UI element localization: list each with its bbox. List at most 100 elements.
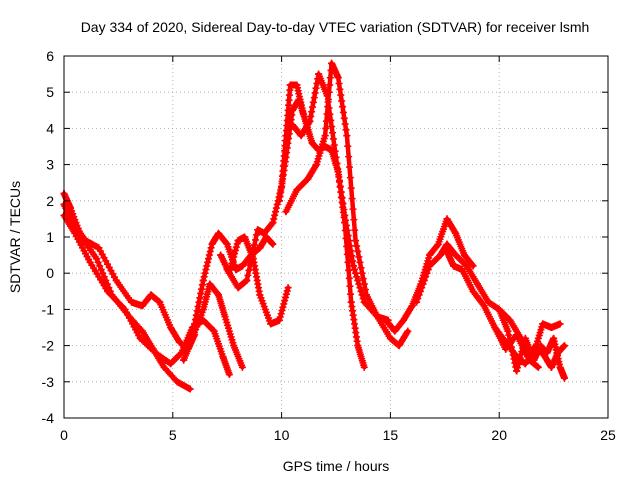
data-point — [443, 215, 451, 223]
data-point — [352, 237, 360, 245]
data-point — [360, 363, 368, 371]
data-point-marker — [308, 103, 316, 111]
data-point — [112, 276, 120, 284]
data-point-marker — [280, 300, 288, 308]
data-point — [513, 331, 521, 339]
y-tick-label: 5 — [46, 84, 54, 100]
series-track — [223, 81, 307, 292]
y-tick-label: 6 — [46, 48, 54, 64]
data-point — [386, 334, 394, 342]
data-point-marker — [312, 162, 320, 170]
data-point-marker — [345, 237, 353, 245]
data-point — [186, 385, 194, 393]
data-point-marker — [341, 120, 349, 128]
data-point — [504, 327, 512, 335]
data-point-marker — [339, 200, 347, 208]
data-point — [293, 81, 301, 89]
data-point — [199, 305, 207, 313]
data-point-marker — [233, 240, 241, 248]
data-point-marker — [343, 226, 351, 234]
data-point — [188, 334, 196, 342]
data-point-marker — [194, 303, 202, 311]
data-point-marker — [329, 135, 337, 143]
data-point-marker — [197, 289, 205, 297]
data-point — [234, 284, 242, 292]
data-point-marker — [423, 269, 431, 277]
y-tick-label: -3 — [42, 374, 55, 390]
y-axis-label: SDTVAR / TECUs — [7, 181, 23, 293]
data-point — [473, 280, 481, 288]
data-point — [550, 334, 558, 342]
data-point-marker — [327, 116, 335, 124]
data-point — [463, 262, 471, 270]
series-track — [60, 200, 199, 353]
data-point-marker — [201, 269, 209, 277]
data-point-marker — [207, 244, 215, 252]
data-point-marker — [312, 84, 320, 92]
data-point-marker — [205, 251, 213, 259]
data-point-marker — [515, 357, 523, 365]
y-tick-label: 4 — [46, 120, 54, 136]
data-point-marker — [229, 256, 237, 264]
data-point — [160, 363, 168, 371]
data-point — [167, 360, 175, 368]
data-point — [286, 81, 294, 89]
data-point-marker — [344, 258, 352, 266]
data-point-marker — [206, 247, 214, 255]
data-point — [395, 342, 403, 350]
data-point-marker — [249, 246, 257, 254]
data-point-marker — [347, 290, 355, 298]
data-point-marker — [346, 242, 354, 250]
data-point — [343, 132, 351, 140]
data-point — [243, 276, 251, 284]
data-point-marker — [198, 281, 206, 289]
data-point-marker — [204, 255, 212, 263]
x-tick-label: 15 — [383, 427, 399, 443]
data-point-marker — [245, 266, 253, 274]
data-point — [373, 313, 381, 321]
x-tick-label: 10 — [274, 427, 290, 443]
data-point — [173, 378, 181, 386]
data-point-marker — [346, 174, 354, 182]
data-point — [180, 356, 188, 364]
data-point — [223, 266, 231, 274]
series-track — [60, 211, 233, 379]
y-tick-label: 0 — [46, 265, 54, 281]
data-point-marker — [228, 259, 236, 267]
data-point-marker — [198, 285, 206, 293]
data-point — [534, 363, 542, 371]
data-point-marker — [282, 290, 290, 298]
data-point-marker — [96, 262, 104, 270]
data-point — [284, 284, 292, 292]
data-point — [347, 298, 355, 306]
data-point-marker — [513, 364, 521, 372]
data-point — [275, 197, 283, 205]
y-tick-label: -1 — [42, 301, 55, 317]
data-point-marker — [348, 195, 356, 203]
data-point — [513, 367, 521, 375]
data-point-marker — [339, 108, 347, 116]
data-point — [443, 247, 451, 255]
data-point-marker — [202, 266, 210, 274]
data-point-marker — [209, 326, 217, 334]
data-point-marker — [354, 276, 362, 284]
data-point — [495, 305, 503, 313]
data-point-marker — [193, 307, 201, 315]
data-point — [282, 153, 290, 161]
x-axis-label: GPS time / hours — [283, 458, 390, 474]
data-point-marker — [510, 355, 518, 363]
data-point-marker — [244, 271, 252, 279]
data-point-marker — [359, 295, 367, 303]
series-track — [491, 324, 568, 371]
data-point-marker — [322, 124, 330, 132]
data-point — [506, 316, 514, 324]
data-point-marker — [281, 297, 289, 305]
data-point-marker — [282, 293, 290, 301]
data-point — [210, 327, 218, 335]
data-point-marker — [305, 119, 313, 127]
data-point-marker — [508, 347, 516, 355]
data-point — [452, 251, 460, 259]
data-point — [539, 320, 547, 328]
data-point — [175, 338, 183, 346]
data-point-marker — [359, 275, 367, 283]
